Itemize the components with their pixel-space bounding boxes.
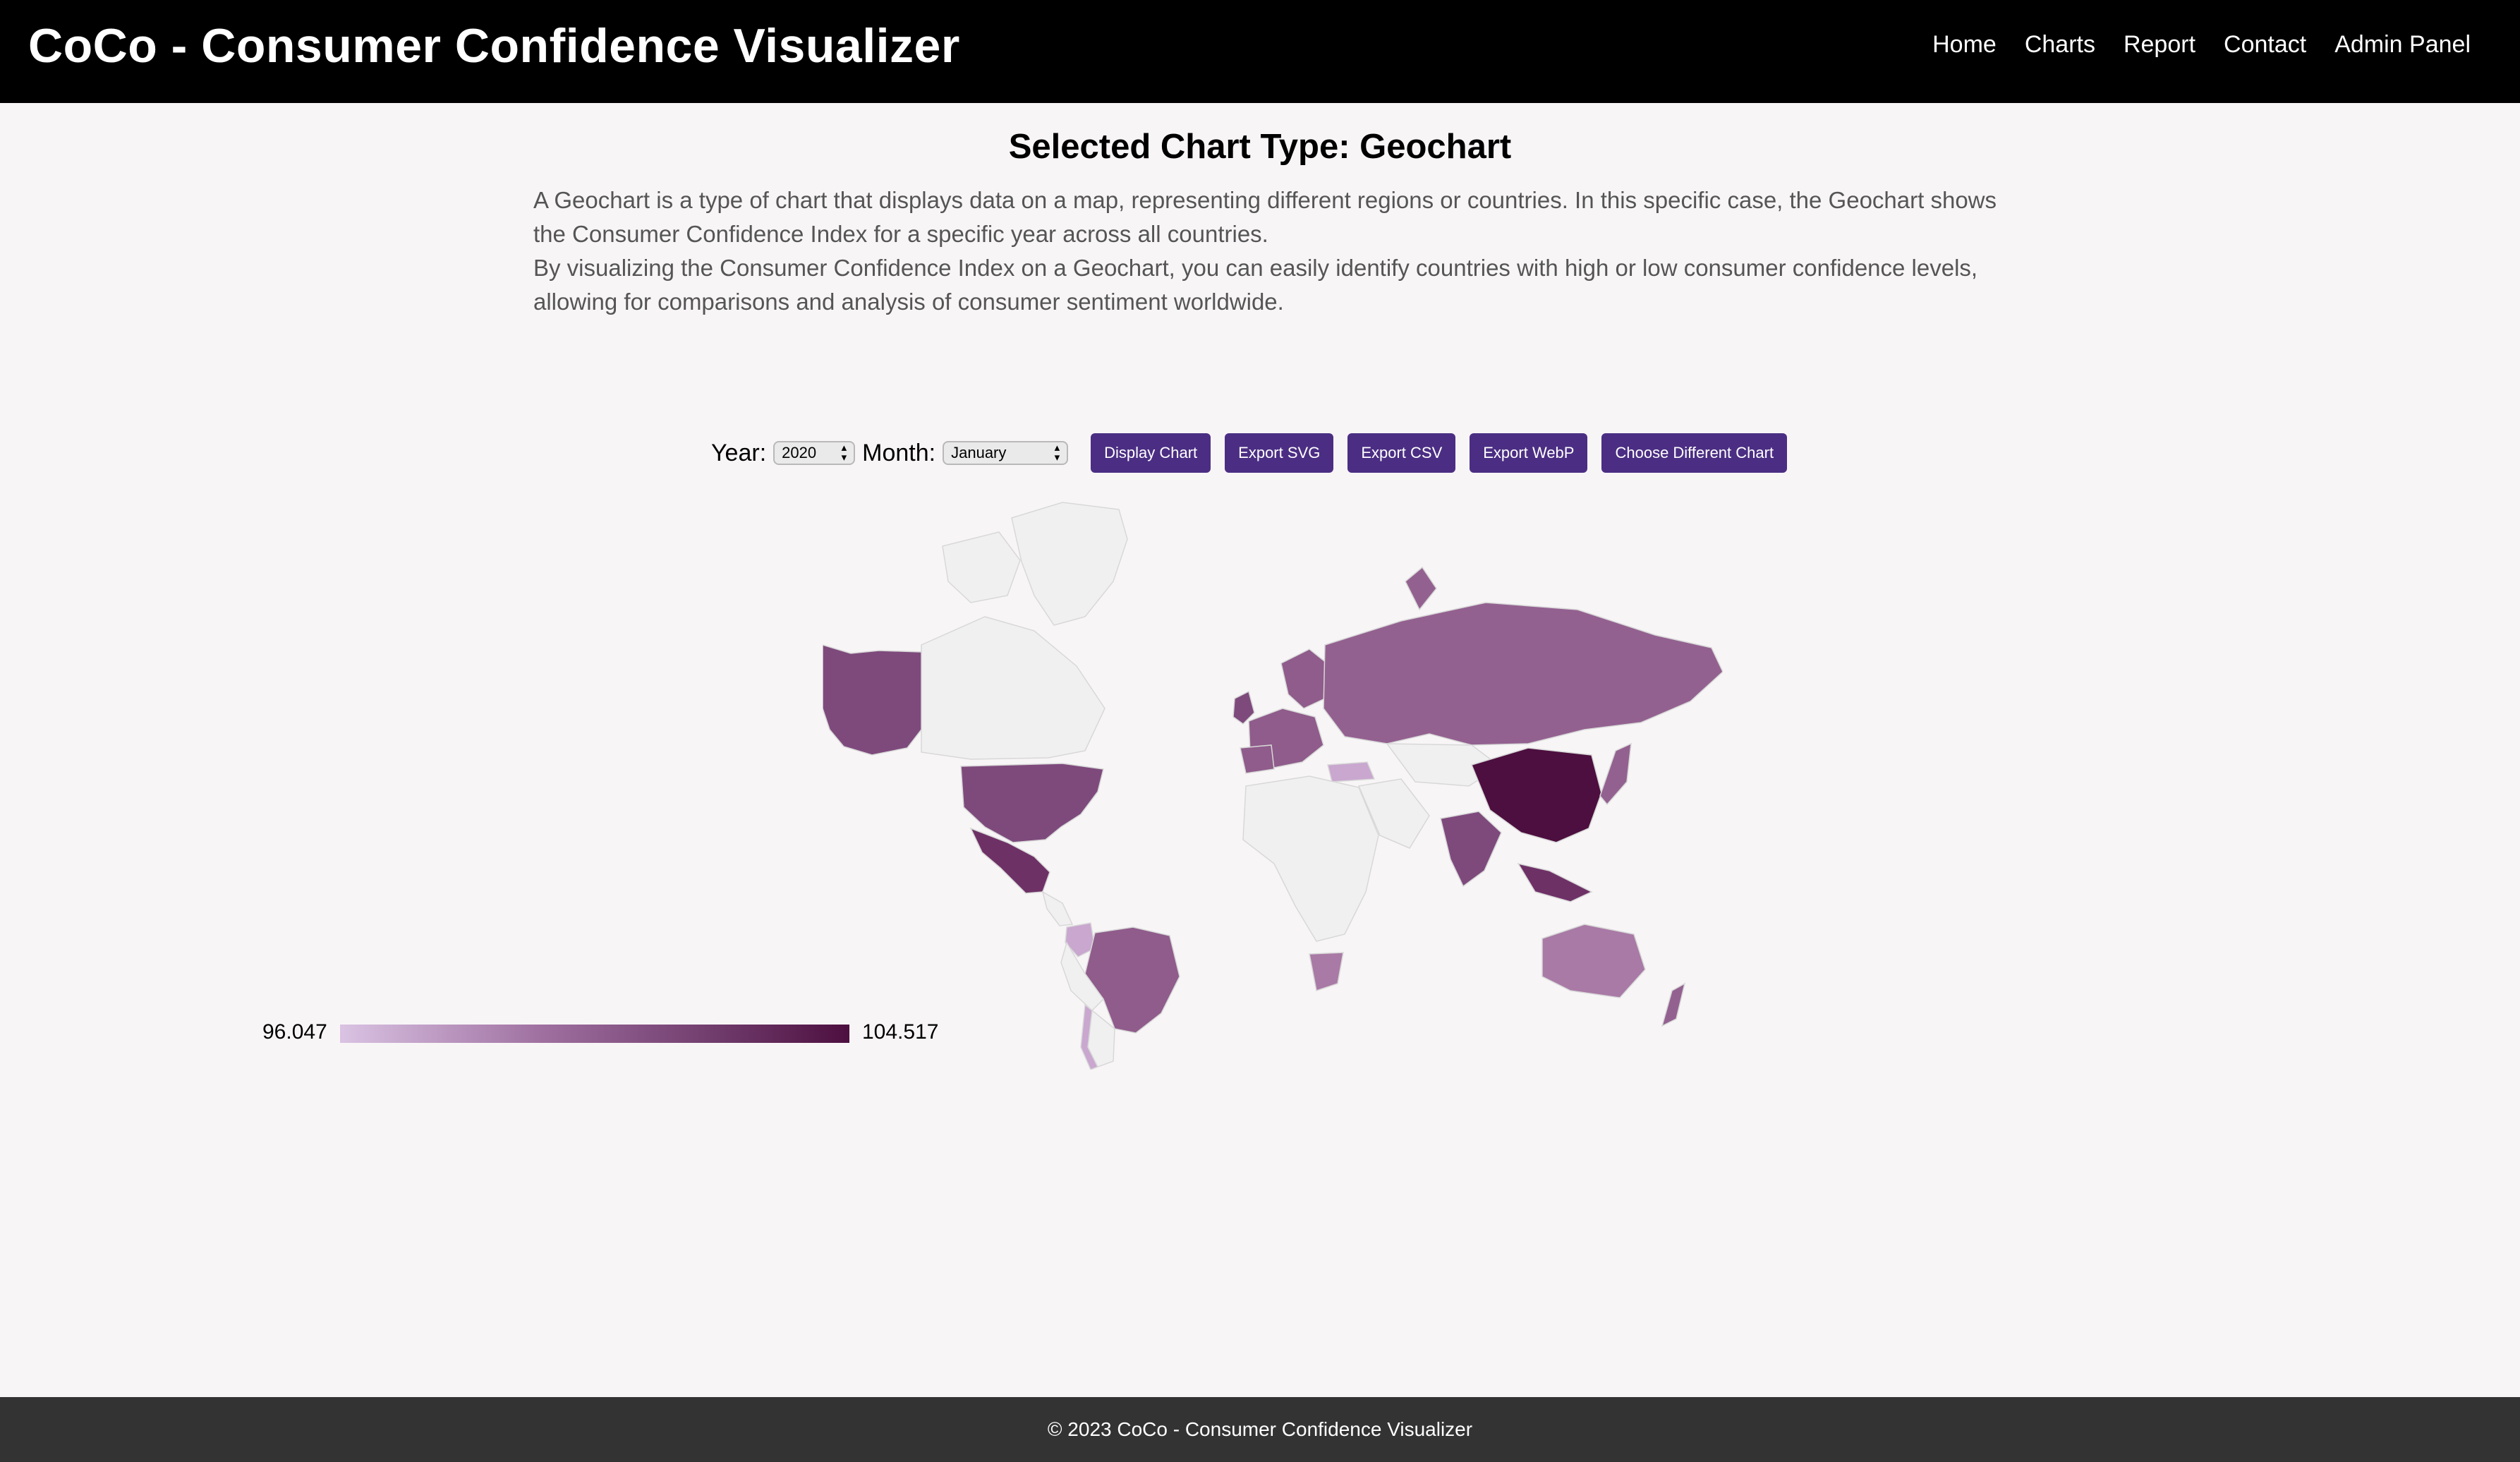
nav-report[interactable]: Report: [2123, 31, 2196, 58]
map-region-japan[interactable]: [1599, 742, 1632, 806]
description-paragraph-2: By visualizing the Consumer Confidence I…: [533, 255, 1978, 315]
select-arrows-icon: ▴ ▾: [1054, 442, 1060, 464]
page-heading: Selected Chart Type: Geochart: [1008, 128, 1512, 166]
map-region-middle-east[interactable]: [1357, 778, 1430, 849]
map-region-novaya-zemlya[interactable]: [1405, 566, 1437, 611]
month-select-value: January: [951, 444, 1007, 461]
map-region-india[interactable]: [1440, 811, 1502, 888]
map-region-russia[interactable]: [1323, 602, 1723, 746]
geochart-map[interactable]: [823, 497, 1723, 1070]
nav-home[interactable]: Home: [1932, 31, 1997, 58]
map-region-uk[interactable]: [1232, 690, 1255, 725]
select-arrows-icon: ▴ ▾: [841, 442, 847, 464]
color-legend: 96.047 104.517: [262, 1020, 947, 1049]
choose-different-chart-button[interactable]: Choose Different Chart: [1601, 433, 1788, 473]
map-region-usa[interactable]: [960, 763, 1104, 843]
map-region-chile[interactable]: [1080, 1003, 1099, 1070]
map-region-greenland[interactable]: [1011, 502, 1128, 626]
nav-charts[interactable]: Charts: [2024, 31, 2095, 58]
month-label: Month:: [862, 439, 936, 466]
legend-max-value: 104.517: [862, 1020, 939, 1044]
top-navbar: CoCo - Consumer Confidence Visualizer Ho…: [0, 0, 2520, 103]
year-select[interactable]: 2020 ▴ ▾: [773, 441, 856, 465]
map-region-new-zealand[interactable]: [1661, 982, 1686, 1027]
year-select-value: 2020: [782, 444, 817, 461]
month-select[interactable]: January ▴ ▾: [943, 441, 1069, 465]
chart-description: A Geochart is a type of chart that displ…: [533, 183, 2015, 319]
nav-admin-panel[interactable]: Admin Panel: [2334, 31, 2471, 58]
map-region-canada[interactable]: [921, 616, 1105, 760]
map-region-china[interactable]: [1470, 747, 1602, 843]
legend-gradient-bar: [340, 1025, 849, 1043]
map-region-turkey[interactable]: [1327, 761, 1376, 783]
description-paragraph-1: A Geochart is a type of chart that displ…: [533, 187, 1997, 247]
export-svg-button[interactable]: Export SVG: [1225, 433, 1334, 473]
map-region-africa[interactable]: [1242, 775, 1379, 942]
map-region-central-america[interactable]: [1041, 890, 1074, 926]
map-region-australia[interactable]: [1541, 924, 1646, 998]
map-region-colombia[interactable]: [1065, 922, 1096, 957]
map-region-iberia[interactable]: [1240, 744, 1275, 774]
main-nav: Home Charts Report Contact Admin Panel: [1932, 31, 2471, 59]
map-region-southeast-asia[interactable]: [1517, 862, 1593, 902]
export-webp-button[interactable]: Export WebP: [1470, 433, 1588, 473]
map-region-south-africa[interactable]: [1309, 952, 1344, 991]
display-chart-button[interactable]: Display Chart: [1091, 433, 1211, 473]
legend-min-value: 96.047: [262, 1020, 327, 1044]
year-label: Year:: [711, 439, 767, 466]
site-title[interactable]: CoCo - Consumer Confidence Visualizer: [28, 19, 960, 73]
chart-controls: Year: 2020 ▴ ▾ Month: January ▴ ▾ Display …: [711, 433, 1801, 473]
map-region-scandinavia[interactable]: [1280, 648, 1331, 709]
footer: © 2023 CoCo - Consumer Confidence Visual…: [0, 1397, 2520, 1462]
nav-contact[interactable]: Contact: [2224, 31, 2307, 58]
export-csv-button[interactable]: Export CSV: [1347, 433, 1456, 473]
map-region-arctic-islands[interactable]: [942, 531, 1021, 603]
map-region-alaska[interactable]: [823, 644, 922, 756]
